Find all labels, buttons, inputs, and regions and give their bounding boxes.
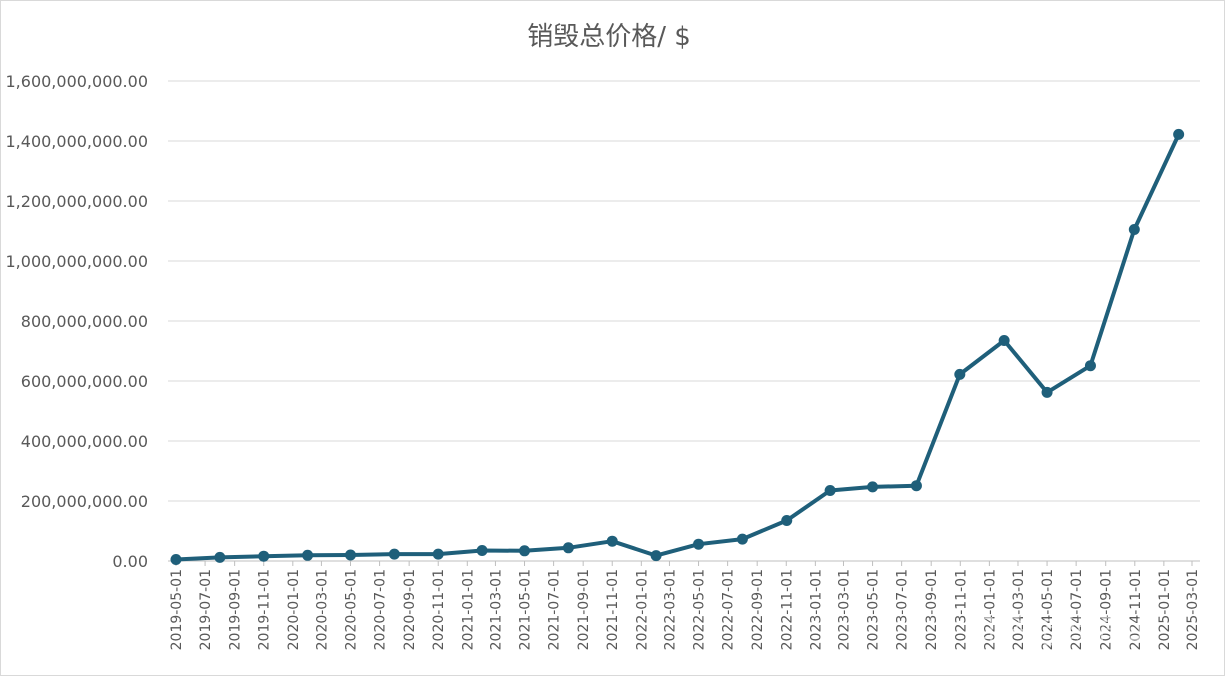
- data-point: [650, 550, 662, 562]
- y-tick-label: 800,000,000.00: [21, 312, 148, 331]
- data-point: [781, 515, 793, 526]
- data-point: [1041, 386, 1053, 398]
- y-axis-ticks: 0.00 200,000,000.00 400,000,000.00 600,000,…: [6, 72, 149, 571]
- x-tick-label: 2022-05-01: [692, 569, 708, 650]
- x-tick-label: 2019-11-01: [257, 569, 273, 650]
- y-tick-label: 1,400,000,000.00: [6, 132, 149, 151]
- data-point: [1173, 128, 1185, 140]
- x-tick-label: 2020-05-01: [343, 569, 359, 650]
- x-tick-label: 2024-09-01: [1099, 569, 1115, 650]
- x-tick-label: 2025-01-01: [1157, 569, 1173, 650]
- y-tick-label: 200,000,000.00: [21, 492, 148, 511]
- x-tick-label: 2020-03-01: [314, 569, 330, 650]
- data-point: [214, 551, 226, 563]
- y-tick-label: 600,000,000.00: [21, 372, 148, 391]
- x-tick-label: 2022-09-01: [750, 569, 766, 650]
- data-point: [998, 335, 1010, 346]
- x-tick-label: 2022-01-01: [634, 569, 650, 650]
- x-tick-label: 2019-05-01: [169, 569, 185, 650]
- x-tick-label: 2020-01-01: [286, 569, 302, 650]
- x-tick-label: 2023-07-01: [895, 569, 911, 650]
- data-point: [519, 545, 531, 557]
- data-points: [170, 128, 1185, 565]
- x-tick-label: 2024-07-01: [1069, 569, 1085, 650]
- y-tick-label: 1,600,000,000.00: [6, 72, 149, 91]
- x-tick-label: 2023-03-01: [836, 569, 852, 650]
- chart-title: 销毁总价格/ $: [527, 22, 691, 52]
- x-tick-label: 2021-07-01: [547, 569, 563, 650]
- x-tick-label: 2021-05-01: [518, 569, 534, 650]
- x-tick-label: 2022-11-01: [779, 569, 795, 650]
- data-point: [693, 538, 705, 550]
- data-point: [388, 548, 400, 560]
- x-tick-label: 2025-03-01: [1185, 569, 1201, 650]
- x-axis-ticks: 2019-05-01 2019-07-01 2019-09-01 2019-11-01…: [169, 561, 1201, 650]
- y-tick-label: 1,200,000,000.00: [6, 192, 149, 211]
- y-tick-label: 1,000,000,000.00: [6, 252, 149, 271]
- x-tick-label: 2023-05-01: [866, 569, 882, 650]
- data-point: [867, 481, 879, 493]
- x-tick-label: 2022-03-01: [662, 569, 678, 650]
- x-tick-label: 2020-11-01: [431, 569, 447, 650]
- data-point: [954, 368, 966, 380]
- data-point: [476, 545, 488, 556]
- data-point: [170, 554, 182, 565]
- data-point: [606, 535, 618, 547]
- x-tick-label: 2019-07-01: [198, 569, 214, 650]
- x-tick-label: 2023-01-01: [808, 569, 824, 650]
- x-tick-label: 2021-03-01: [488, 569, 504, 650]
- x-tick-label: 2019-09-01: [228, 569, 244, 650]
- watermark: 知乎 @绿青山: [965, 613, 1155, 648]
- data-point: [910, 480, 922, 492]
- gridlines: [168, 80, 1200, 502]
- x-tick-label: 2021-11-01: [605, 569, 621, 650]
- x-tick-label: 2021-09-01: [576, 569, 592, 650]
- x-tick-label: 2024-11-01: [1128, 569, 1144, 650]
- data-point: [432, 548, 444, 560]
- data-point: [1084, 360, 1096, 372]
- x-tick-label: 2023-09-01: [924, 569, 940, 650]
- x-tick-label: 2024-05-01: [1040, 569, 1056, 650]
- x-tick-label: 2024-03-01: [1011, 569, 1027, 650]
- y-tick-label: 0.00: [112, 552, 148, 571]
- data-point: [824, 485, 836, 496]
- data-point: [1128, 224, 1140, 235]
- data-point: [344, 549, 356, 561]
- data-point: [562, 542, 574, 554]
- series-line: [174, 132, 1181, 562]
- x-tick-label: 2022-07-01: [721, 569, 737, 650]
- series-line-layer: [174, 132, 1181, 562]
- x-tick-label: 2021-01-01: [460, 569, 476, 650]
- data-point: [302, 549, 314, 561]
- x-tick-label: 2024-01-01: [982, 569, 998, 650]
- x-tick-label: 2020-07-01: [373, 569, 389, 650]
- y-tick-label: 400,000,000.00: [21, 432, 148, 451]
- x-tick-label: 2023-11-01: [953, 569, 969, 650]
- x-tick-label: 2020-09-01: [402, 569, 418, 650]
- data-point: [258, 550, 270, 562]
- data-point: [736, 533, 748, 545]
